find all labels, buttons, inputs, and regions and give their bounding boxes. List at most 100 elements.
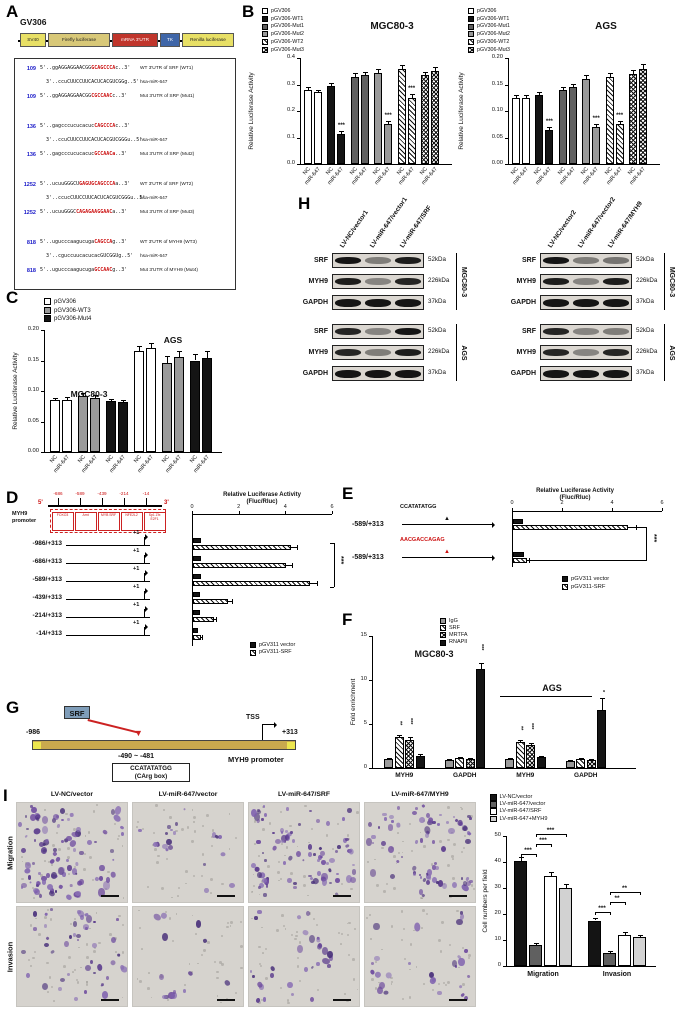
line	[609, 892, 611, 895]
tf-label: Sp1 Zfx E2F1	[148, 513, 161, 521]
stained-cell	[110, 809, 115, 815]
membrane-pore	[216, 970, 219, 974]
error-cap	[589, 759, 594, 761]
blot-strip	[332, 253, 424, 268]
membrane-pore	[185, 882, 187, 885]
stained-cell	[412, 811, 418, 816]
membrane-pore	[80, 966, 82, 969]
error-bar	[572, 83, 574, 88]
error-cap	[548, 872, 554, 874]
membrane-pore	[348, 922, 351, 925]
membrane-pore	[268, 822, 272, 825]
legend-swatch	[562, 576, 568, 582]
srf-label: SRF	[69, 708, 85, 718]
membrane-pore	[451, 855, 454, 859]
error-cap	[339, 130, 345, 132]
membrane-pore	[259, 964, 263, 968]
stained-cell	[78, 878, 84, 886]
legend-b-label: pGV306	[477, 7, 497, 14]
significance: ***	[478, 643, 484, 651]
y-tick-label: 0.20	[491, 54, 503, 61]
panel-label-f: F	[342, 610, 353, 629]
coordinate-label: -986	[26, 729, 41, 736]
error-cap	[399, 64, 405, 66]
protein-band	[365, 369, 391, 378]
stained-cell	[108, 958, 117, 967]
protein-band	[395, 257, 421, 264]
stained-cell	[27, 875, 32, 880]
error-bar	[526, 560, 529, 561]
vector-element-box	[182, 33, 234, 47]
membrane-pore	[383, 890, 386, 893]
stained-cell	[61, 872, 66, 877]
membrane-pore	[463, 835, 467, 838]
position-label: -439	[97, 491, 107, 496]
protein-label: GAPDH	[510, 299, 536, 306]
significance: ***	[337, 122, 345, 129]
membrane-pore	[147, 987, 150, 990]
stained-cell	[77, 910, 81, 915]
error-cap	[81, 393, 86, 395]
arrowhead-icon	[145, 534, 148, 540]
membrane-pore	[210, 836, 213, 839]
stained-cell	[92, 920, 96, 923]
arrowhead-icon	[274, 721, 277, 728]
stained-cell	[382, 812, 387, 817]
y-tick	[41, 421, 44, 423]
stained-cell	[465, 880, 471, 886]
membrane-pore	[155, 860, 159, 864]
y-tick	[41, 452, 44, 453]
stained-cell	[74, 862, 79, 867]
data-bar	[513, 525, 628, 530]
stained-cell	[57, 986, 62, 992]
error-cap	[637, 934, 643, 936]
membrane-pore	[391, 925, 394, 928]
stained-cell	[293, 885, 297, 889]
stained-cell	[112, 858, 115, 862]
error-bar	[207, 350, 208, 359]
legend-e-label: pGV311-SRF	[571, 583, 606, 590]
line	[535, 854, 537, 857]
y-tick	[369, 680, 372, 681]
membrane-pore	[141, 948, 143, 950]
membrane-pore	[350, 887, 354, 891]
stained-cell	[425, 879, 431, 885]
y-tick-label: 10	[360, 676, 367, 683]
x-tick	[662, 508, 663, 511]
x-tick	[612, 508, 613, 511]
utr-position: 818	[26, 240, 36, 246]
gene-label: promoter	[12, 518, 37, 524]
y-tick-label: 10	[494, 936, 501, 943]
error-bar	[139, 346, 140, 352]
membrane-pore	[193, 830, 197, 833]
stained-cell	[83, 924, 89, 930]
stained-cell	[259, 984, 264, 990]
y-tick	[297, 164, 300, 165]
protein-band	[395, 328, 421, 335]
membrane-pore	[303, 883, 307, 887]
sig-bracket	[535, 834, 566, 835]
significance: ***	[337, 556, 344, 565]
error-bar	[95, 395, 96, 398]
stained-cell	[432, 865, 436, 870]
stained-cell	[229, 883, 235, 888]
stained-cell	[315, 937, 321, 943]
membrane-pore	[136, 820, 139, 823]
y-tick	[369, 768, 372, 769]
data-bar	[384, 759, 393, 768]
membrane-pore	[49, 918, 53, 922]
micrograph-image	[132, 802, 244, 903]
legend-swatch	[250, 649, 256, 656]
membrane-pore	[276, 929, 279, 932]
membrane-pore	[458, 966, 461, 969]
vector-element-box	[160, 33, 180, 47]
stained-cell	[327, 867, 332, 873]
assay-row-label: Migration	[5, 836, 15, 870]
membrane-pore	[386, 883, 389, 886]
y-tick	[41, 391, 44, 392]
significance: ***	[546, 826, 555, 834]
membrane-pore	[193, 821, 195, 823]
arrowhead-icon	[145, 624, 148, 630]
stained-cell	[458, 984, 463, 989]
membrane-pore	[83, 852, 87, 856]
